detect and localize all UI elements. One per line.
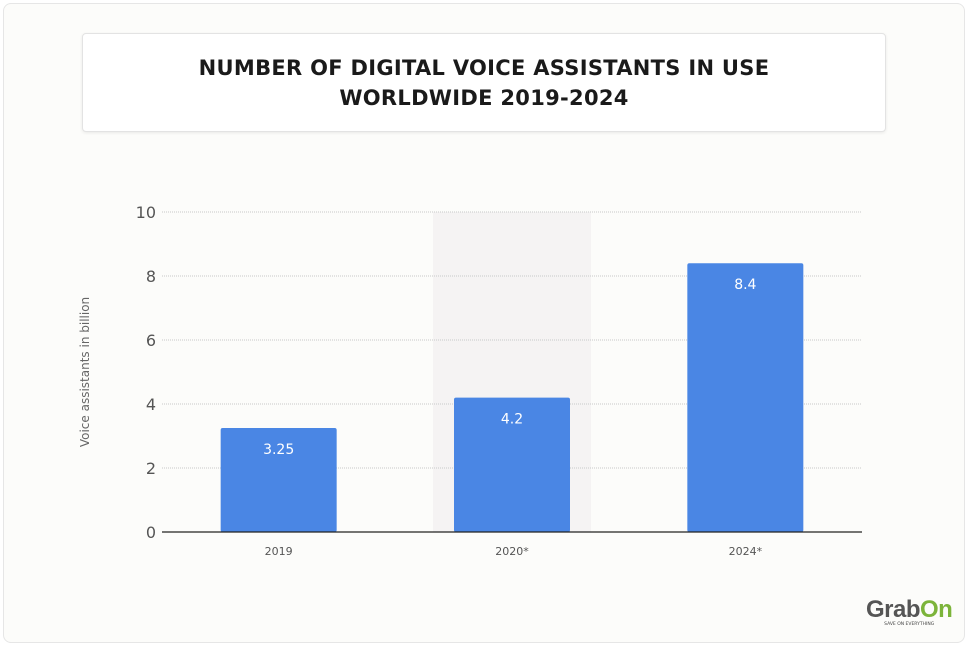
y-axis-label: Voice assistants in billion [78,297,92,447]
bar [220,428,337,532]
y-tick-label: 4 [146,395,156,414]
title-box: NUMBER OF DIGITAL VOICE ASSISTANTS IN US… [82,33,886,132]
bar [454,397,570,532]
x-tick-label: 2020* [495,545,529,558]
data-label: 3.25 [263,442,294,458]
y-tick-label: 8 [146,267,156,286]
data-label: 8.4 [734,277,756,293]
bar [687,263,804,532]
x-tick-label: 2019 [265,545,293,558]
grabon-logo: GrabOn SAVE ON EVERYTHING [866,596,953,628]
y-tick-label: 2 [146,459,156,478]
y-tick-label: 10 [136,203,156,222]
data-label: 4.2 [501,412,523,428]
y-tick-label: 0 [146,523,156,542]
x-tick-label: 2024* [729,545,763,558]
chart-title: NUMBER OF DIGITAL VOICE ASSISTANTS IN US… [198,55,770,110]
y-tick-label: 6 [146,331,156,350]
